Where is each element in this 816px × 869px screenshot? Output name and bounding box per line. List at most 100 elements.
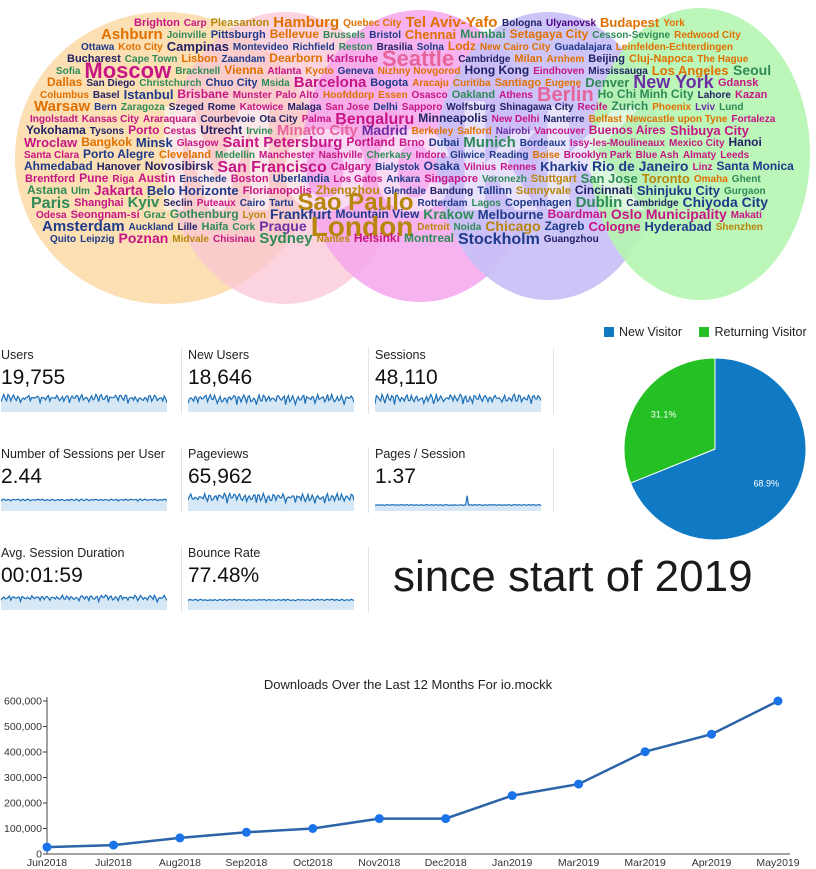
cloud-word: Cambridge bbox=[458, 54, 511, 65]
cloud-word: Seattle bbox=[382, 46, 454, 71]
cloud-word: Barcelona bbox=[294, 74, 367, 91]
data-point[interactable] bbox=[109, 840, 118, 850]
data-point[interactable] bbox=[175, 833, 185, 843]
sessions-sparkline bbox=[375, 392, 541, 412]
cloud-word: Aracaju bbox=[412, 78, 449, 89]
cloud-watermark-text: MockK bbox=[154, 74, 646, 242]
data-point[interactable] bbox=[773, 696, 783, 706]
cloud-word: Buenos Aires bbox=[589, 123, 666, 137]
pie-slice-label: 68.9% bbox=[754, 479, 780, 489]
cloud-word: Athens bbox=[499, 90, 533, 101]
cloud-word: Voronezh bbox=[482, 174, 527, 185]
cloud-word: Brisbane bbox=[177, 87, 229, 101]
cloud-word: Stuttgart bbox=[531, 173, 577, 185]
cloud-word: Redwood City bbox=[674, 30, 741, 41]
cloud-word: Noida bbox=[454, 222, 482, 233]
cloud-word: Tel Aviv-Yafo bbox=[406, 14, 498, 31]
cloud-word: Carp bbox=[184, 18, 207, 29]
cloud-word: Zaragoza bbox=[121, 102, 165, 113]
legend-item-new-visitor[interactable]: New Visitor bbox=[604, 325, 685, 339]
cloud-word: Singapore bbox=[424, 173, 478, 185]
cloud-word: Santiago bbox=[495, 77, 542, 89]
cloud-word: Mumbai bbox=[460, 27, 505, 41]
data-point[interactable] bbox=[308, 824, 318, 833]
cloud-word: Stockholm bbox=[458, 231, 540, 248]
sparkline-line bbox=[188, 491, 354, 505]
data-point[interactable] bbox=[640, 747, 650, 757]
pie-slice-new-visitor[interactable] bbox=[629, 357, 807, 541]
sparkline-line bbox=[1, 593, 167, 604]
pie-slice-label: 31.1% bbox=[651, 409, 677, 419]
cloud-word: Brussels bbox=[323, 30, 366, 41]
data-point[interactable] bbox=[574, 779, 584, 789]
data-point[interactable] bbox=[507, 791, 517, 801]
cloud-word: Enschede bbox=[179, 174, 227, 185]
chart-title: Downloads Over the Last 12 Months For io… bbox=[264, 677, 553, 692]
cloud-word: Christchurch bbox=[139, 78, 201, 89]
sparkline-line bbox=[1, 392, 167, 405]
cloud-word: Minato City bbox=[277, 122, 358, 139]
pie-slice-returning-visitor[interactable] bbox=[623, 357, 716, 484]
cloud-word: Courbevoie bbox=[200, 114, 255, 125]
divider bbox=[181, 546, 182, 612]
cloud-word: Zagreb bbox=[545, 219, 585, 233]
cloud-word: Ottawa bbox=[81, 42, 115, 53]
y-tick-label: 200,000 bbox=[4, 798, 42, 810]
cloud-word: Yokohama bbox=[26, 123, 86, 137]
metric-value: 77.48% bbox=[188, 564, 260, 587]
cloud-word: Manchester bbox=[259, 150, 315, 161]
cloud-word: Zaandam bbox=[221, 54, 265, 65]
cloud-word: Nizhny Novgorod bbox=[378, 66, 461, 77]
cloud-word: Sao Paulo bbox=[298, 189, 414, 216]
cloud-word: Lyon bbox=[243, 210, 267, 221]
cloud-word: San Jose bbox=[581, 171, 638, 186]
cloud-word: Nanterre bbox=[543, 114, 585, 125]
cloud-word: Munich bbox=[463, 134, 516, 151]
cloud-word: Hyderabad bbox=[645, 219, 712, 234]
cloud-word: Bristol bbox=[369, 30, 401, 41]
cloud-word: Shibuya City bbox=[670, 123, 750, 138]
cloud-word: Kharkiv bbox=[540, 159, 588, 174]
cloud-word: Chisinau bbox=[213, 234, 255, 245]
cloud-word: Moscow bbox=[84, 58, 172, 83]
cloud-word: Cleveland bbox=[159, 149, 211, 161]
data-point[interactable] bbox=[42, 842, 52, 852]
cloud-word: Ahmedabad bbox=[24, 159, 93, 173]
data-point[interactable] bbox=[707, 729, 716, 739]
cloud-word: Fortaleza bbox=[731, 114, 775, 125]
cloud-word: Basel bbox=[93, 90, 120, 101]
cloud-word: Lviv bbox=[695, 102, 715, 113]
cloud-words: Brighton Carp Pleasanton Hamburg Quebec City… bbox=[24, 14, 794, 248]
cloud-word: Detroit bbox=[417, 222, 450, 233]
cloud-word: Dublin bbox=[576, 194, 623, 211]
cloud-word: Poznan bbox=[119, 230, 169, 246]
sparkline-area bbox=[1, 394, 167, 412]
cloud-word: Shinjuku City bbox=[637, 183, 721, 198]
cloud-word: Gothenburg bbox=[170, 207, 239, 221]
cloud-word: Chuo City bbox=[206, 77, 259, 89]
cloud-word: Midvale bbox=[172, 234, 209, 245]
bounce-rate-sparkline bbox=[188, 598, 354, 610]
cloud-word: Hamburg bbox=[273, 14, 339, 31]
cloud-word: Hong Kong bbox=[465, 63, 530, 77]
cloud-word: Bangkok bbox=[81, 135, 132, 149]
metric-sessions: Sessions 48,110 bbox=[375, 348, 543, 412]
legend-item-returning-visitor[interactable]: Returning Visitor bbox=[699, 325, 807, 339]
cloud-word: Graz bbox=[144, 210, 166, 221]
cloud-word: Kyoto bbox=[305, 66, 333, 77]
cloud-word: Malaga bbox=[288, 102, 322, 113]
cloud-word: Katowice bbox=[240, 102, 284, 113]
data-point[interactable] bbox=[374, 814, 384, 824]
cloud-word: Mississauga bbox=[588, 66, 648, 77]
cloud-word: Araraquara bbox=[143, 114, 197, 125]
cloud-word: Glasgow bbox=[177, 138, 219, 149]
cloud-word: Cesson-Sevigne bbox=[592, 30, 670, 41]
cloud-word: Sydney bbox=[259, 230, 313, 247]
cloud-word: Vienna bbox=[224, 63, 263, 77]
data-point[interactable] bbox=[241, 827, 251, 837]
cloud-word: Bologna bbox=[502, 18, 542, 29]
data-point[interactable] bbox=[441, 814, 451, 824]
cloud-word: Issy-les-Moulineaux bbox=[570, 138, 665, 149]
cloud-word: Oakland bbox=[452, 89, 495, 101]
cloud-word: Bogota bbox=[370, 77, 409, 89]
